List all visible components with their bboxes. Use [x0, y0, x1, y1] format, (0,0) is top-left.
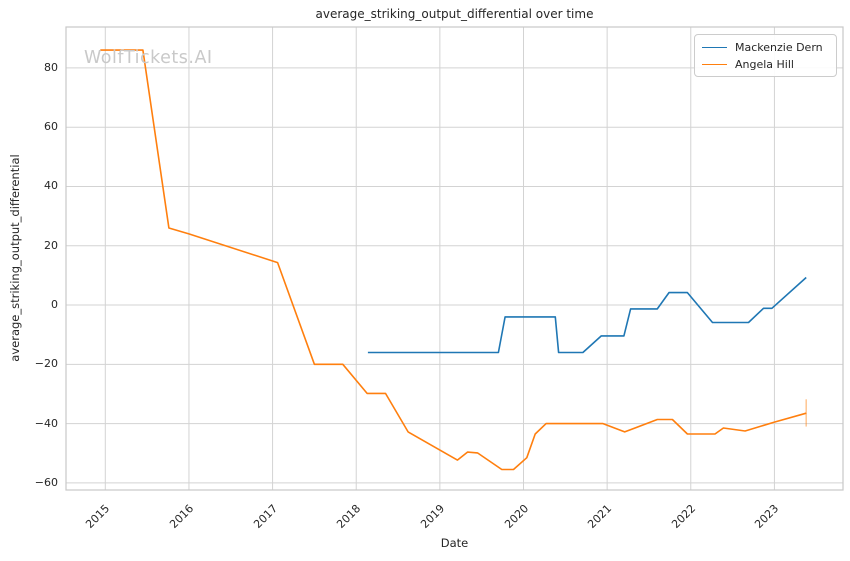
- y-tick-label: −40: [34, 416, 58, 430]
- y-tick-label: 60: [44, 120, 58, 134]
- legend-item: Angela Hill: [702, 58, 830, 71]
- watermark: WolfTickets.AI: [84, 48, 213, 68]
- y-tick-label: −60: [34, 475, 58, 489]
- legend-label: Angela Hill: [735, 57, 794, 71]
- series-line-angela-hill: [100, 49, 807, 471]
- y-tick-label: −20: [34, 357, 58, 371]
- legend: Mackenzie Dern Angela Hill: [694, 34, 837, 77]
- legend-item: Mackenzie Dern: [702, 41, 830, 54]
- x-axis-label: Date: [440, 536, 469, 550]
- y-tick-label: 40: [44, 179, 58, 193]
- legend-line-sample: [702, 46, 727, 48]
- legend-line-sample: [702, 63, 727, 65]
- series-line-mackenzie-dern: [367, 276, 807, 354]
- y-tick-label: 20: [44, 238, 58, 252]
- y-tick-label: 0: [51, 298, 58, 312]
- legend-label: Mackenzie Dern: [735, 40, 823, 54]
- y-tick-label: 80: [44, 60, 58, 74]
- plot-border: [65, 26, 844, 491]
- chart-title: average_striking_output_differential ove…: [315, 7, 594, 21]
